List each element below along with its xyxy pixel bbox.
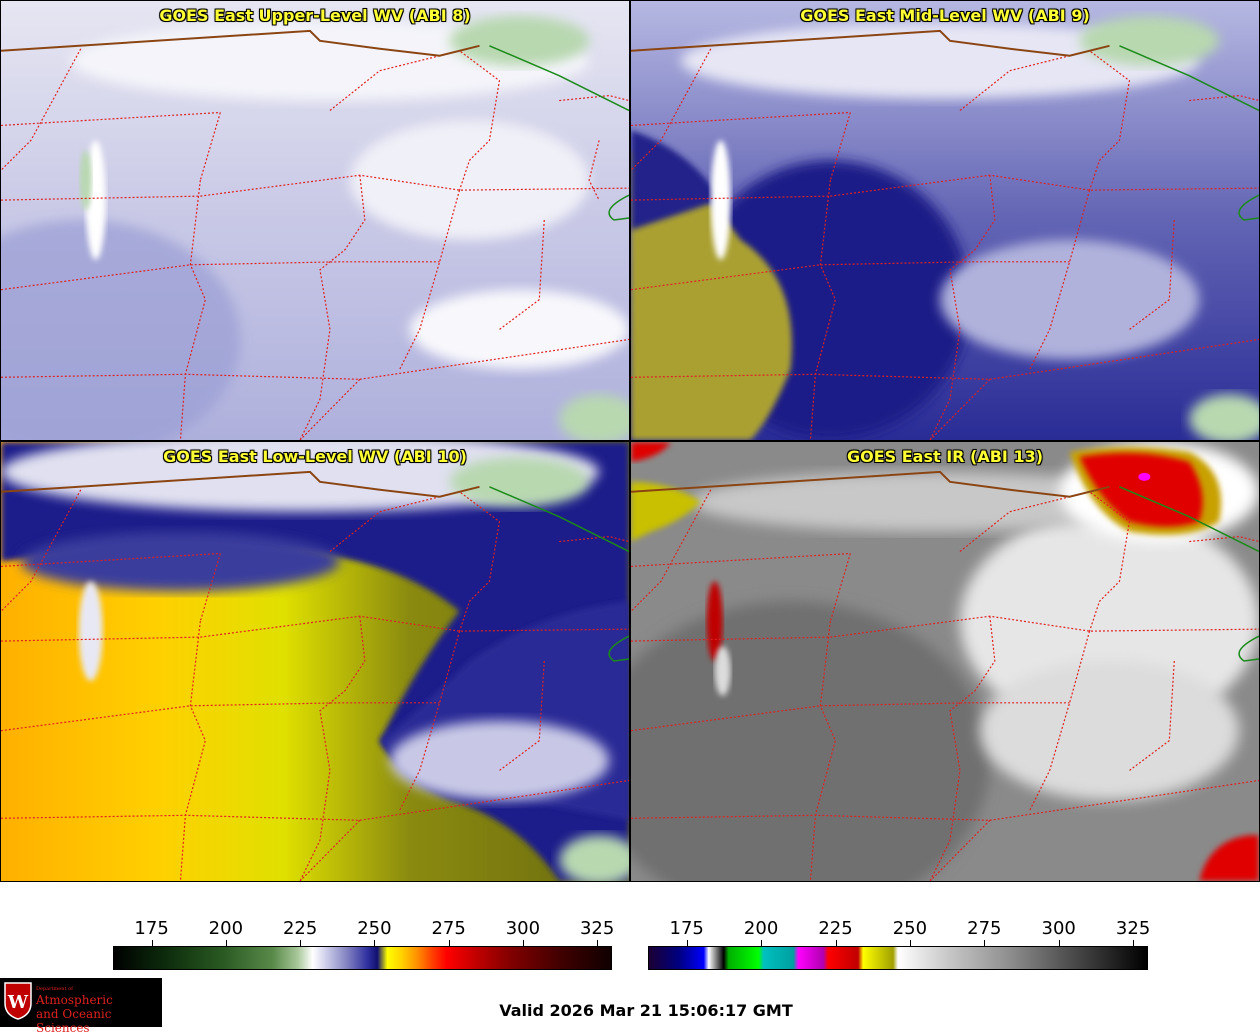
upper-level-wv-panel: GOES East Upper-Level WV (ABI 8) bbox=[0, 0, 630, 441]
wv-colorbar-tick-label: 300 bbox=[505, 918, 541, 939]
uw-crest-icon: W bbox=[4, 982, 32, 1020]
ir-colorbar-tick-label: 300 bbox=[1041, 918, 1076, 939]
mid-level-wv-title: GOES East Mid-Level WV (ABI 9) bbox=[800, 6, 1090, 25]
ir-colorbar-tick-label: 250 bbox=[892, 918, 928, 939]
ir-colorbar-tick-mark bbox=[909, 940, 911, 946]
ir-colorbar-gradient bbox=[648, 946, 1148, 970]
low-level-wv-image bbox=[1, 442, 629, 881]
wv-colorbar-tick-label: 175 bbox=[134, 918, 169, 939]
ir-colorbar-tick-mark bbox=[1133, 940, 1135, 946]
valid-time: Valid 2026 Mar 21 15:06:17 GMT bbox=[499, 1001, 793, 1020]
logo-atmospheric-text: Atmospheric bbox=[36, 993, 113, 1007]
ir-colorbar-tick-label: 200 bbox=[743, 918, 779, 939]
ir-colorbar: 175 200 225 250 275 300 325 bbox=[648, 918, 1151, 974]
ir-colorbar-tick-label: 325 bbox=[1115, 918, 1151, 939]
ir-title: GOES East IR (ABI 13) bbox=[846, 447, 1044, 466]
ir-panel: GOES East IR (ABI 13) bbox=[630, 441, 1260, 882]
ir-colorbar-tick-label: 175 bbox=[669, 918, 704, 939]
ir-colorbar-tick-mark bbox=[686, 940, 688, 946]
wv-colorbar-tick-label: 275 bbox=[431, 918, 466, 939]
wv-colorbar-tick-mark bbox=[522, 940, 524, 946]
mid-level-wv-image bbox=[631, 1, 1259, 440]
ir-colorbar-tick-mark bbox=[1058, 940, 1060, 946]
ir-colorbar-ticks: 175 200 225 250 275 300 325 bbox=[648, 918, 1151, 946]
wv-colorbar-tick-mark bbox=[597, 940, 599, 946]
wv-colorbar-tick-mark bbox=[151, 940, 153, 946]
wv-colorbar-tick-label: 225 bbox=[282, 918, 318, 939]
low-level-wv-title: GOES East Low-Level WV (ABI 10) bbox=[163, 447, 467, 466]
low-level-wv-panel: GOES East Low-Level WV (ABI 10) bbox=[0, 441, 630, 882]
svg-text:W: W bbox=[7, 992, 29, 1013]
wv-colorbar-ticks: 175 200 225 250 275 300 325 bbox=[113, 918, 615, 946]
ir-colorbar-tick-mark bbox=[835, 940, 837, 946]
logo-department-text: Department of bbox=[36, 986, 73, 992]
ir-colorbar-tick-label: 225 bbox=[818, 918, 853, 939]
mid-level-wv-panel: GOES East Mid-Level WV (ABI 9) bbox=[630, 0, 1260, 441]
wv-colorbar-tick-label: 325 bbox=[579, 918, 615, 939]
wv-colorbar-tick-mark bbox=[300, 940, 302, 946]
wv-colorbar: 175 200 225 250 275 300 325 bbox=[113, 918, 615, 974]
ir-colorbar-tick-label: 275 bbox=[967, 918, 1002, 939]
wv-colorbar-tick-mark bbox=[374, 940, 376, 946]
ir-colorbar-tick-mark bbox=[761, 940, 763, 946]
upper-level-wv-title: GOES East Upper-Level WV (ABI 8) bbox=[159, 6, 471, 25]
upper-level-wv-image bbox=[1, 1, 629, 440]
wv-colorbar-tick-mark bbox=[225, 940, 227, 946]
wv-colorbar-tick-mark bbox=[448, 940, 450, 946]
wv-colorbar-tick-label: 250 bbox=[357, 918, 392, 939]
wv-colorbar-tick-label: 200 bbox=[208, 918, 244, 939]
ir-image bbox=[631, 442, 1259, 881]
wv-colorbar-gradient bbox=[113, 946, 612, 970]
ir-colorbar-tick-mark bbox=[984, 940, 986, 946]
